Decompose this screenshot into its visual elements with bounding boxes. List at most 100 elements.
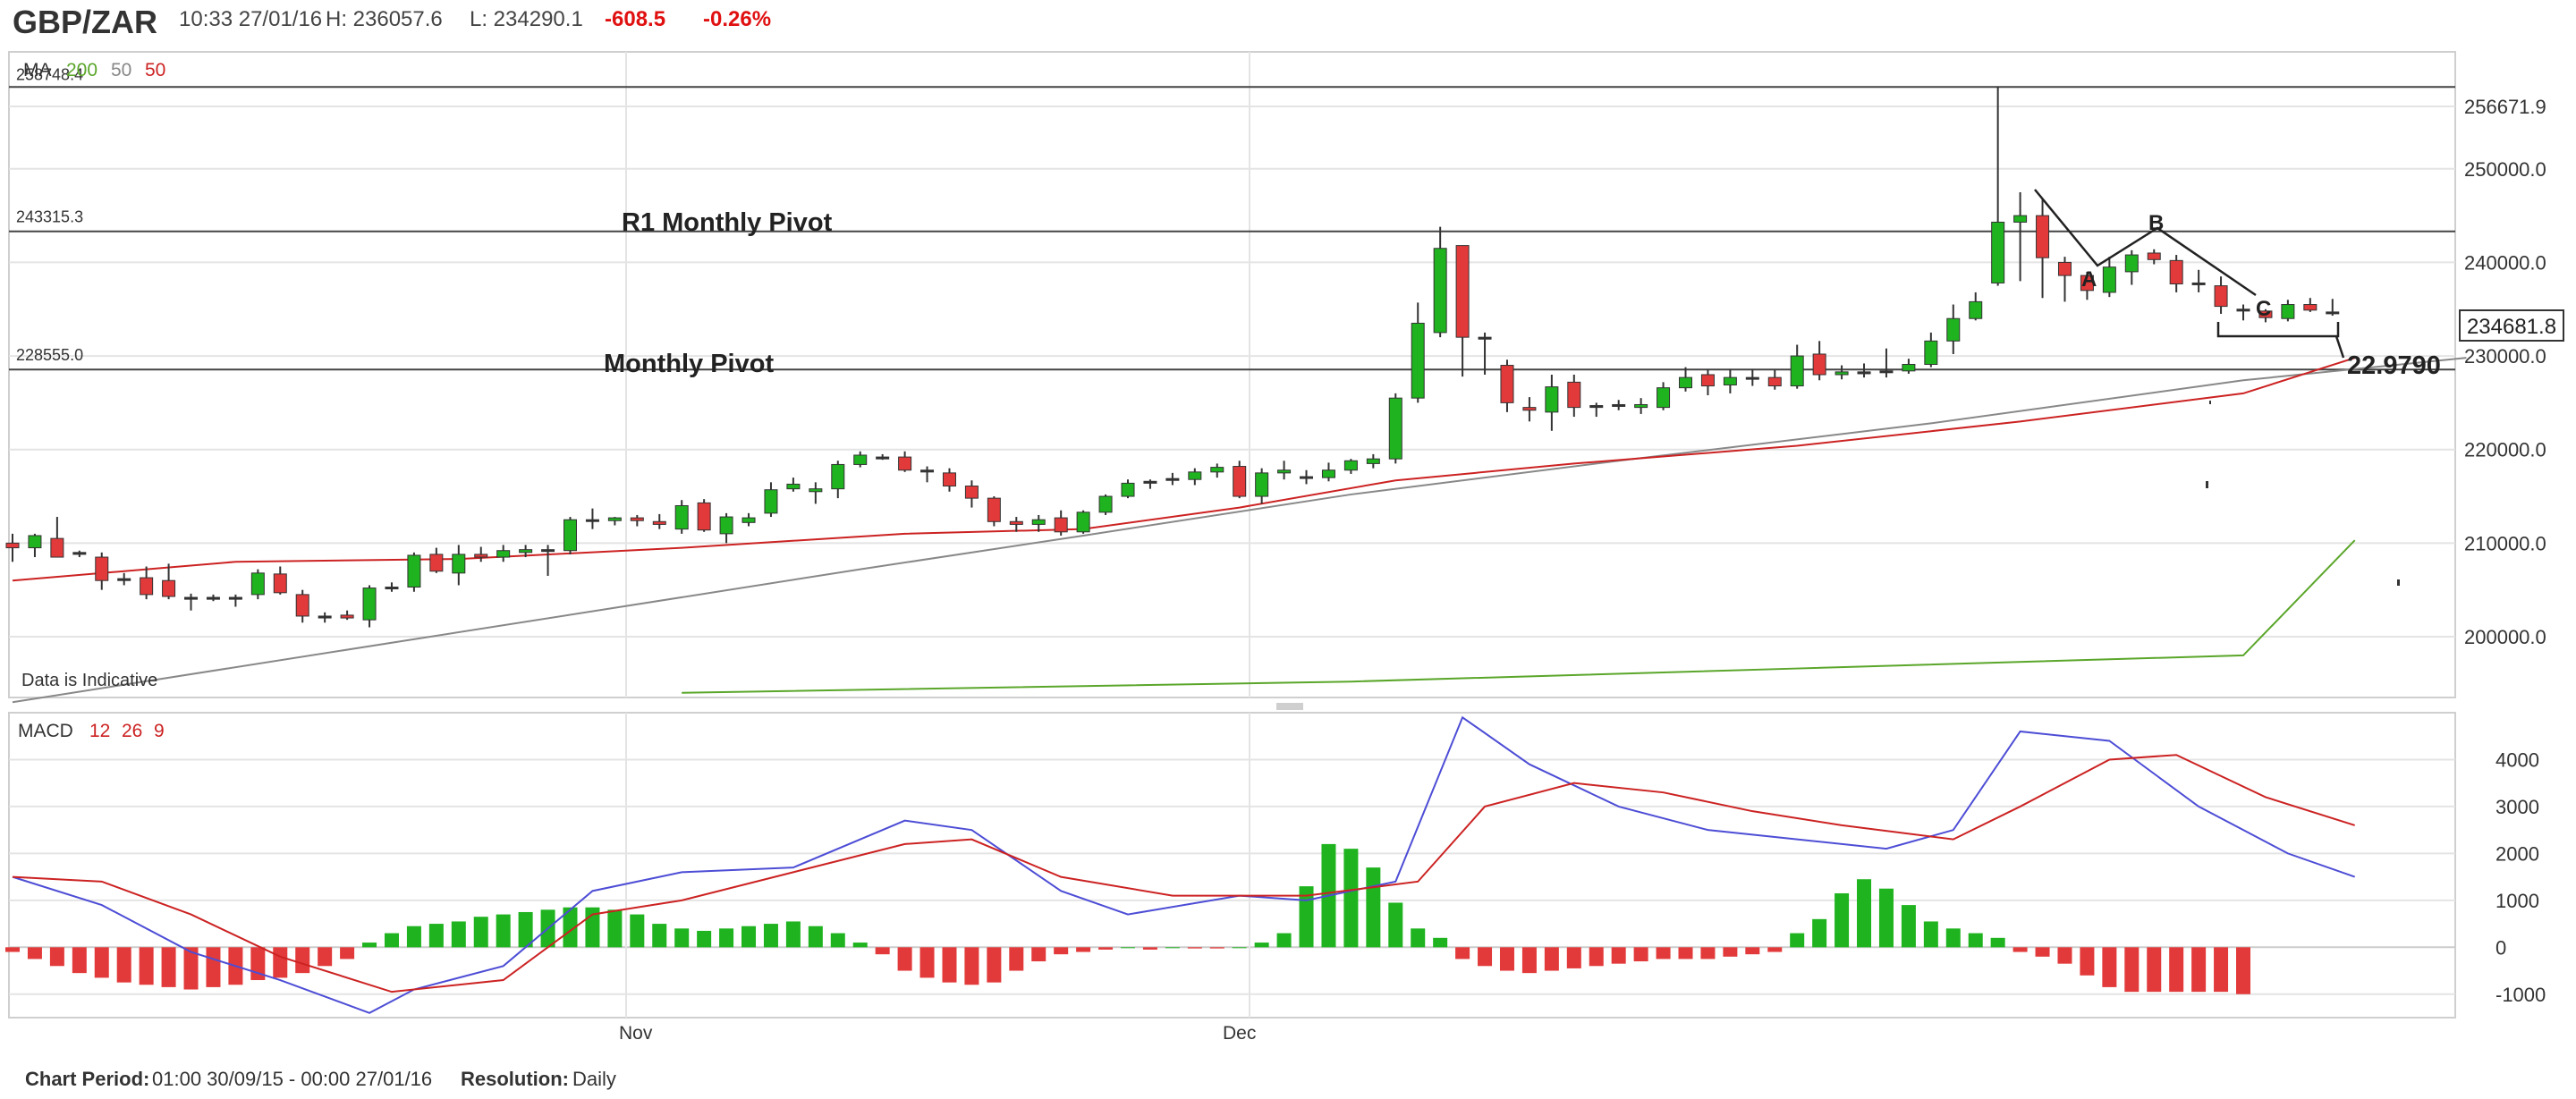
macd-histogram-bar <box>1232 947 1247 949</box>
data-indicative-note: Data is Indicative <box>21 671 157 690</box>
candle-body <box>876 456 890 460</box>
macd-histogram-bar <box>1589 947 1604 967</box>
candle-body <box>340 614 354 619</box>
candle-body <box>1612 403 1626 407</box>
macd-histogram-bar <box>273 947 288 978</box>
macd-histogram-bar <box>318 947 333 967</box>
macd-histogram-bar <box>1121 947 1135 949</box>
price-level-lines: 258748.4 243315.3 228555.0 <box>9 65 2455 371</box>
resolution-label: Resolution: <box>461 1068 569 1090</box>
macd-histogram-bar <box>897 947 912 971</box>
macd-histogram-bar <box>518 911 533 948</box>
macd-histogram-bar <box>630 914 645 948</box>
candle-body <box>206 596 220 600</box>
candle-body <box>1455 245 1470 338</box>
price-y-tick: 256671.9 <box>2464 96 2546 118</box>
macd-histogram-bar <box>875 947 890 955</box>
macd-legend-label: MACD <box>18 721 73 741</box>
macd-histogram-bar <box>1276 933 1292 948</box>
candle-body <box>140 577 154 596</box>
chart-canvas[interactable]: 258748.4 243315.3 228555.0 200000.0 210000.… <box>0 50 2576 1064</box>
candle-body <box>1634 403 1648 409</box>
candle-body <box>1433 248 1447 334</box>
macd-histogram-bar <box>1098 947 1114 950</box>
candle-body <box>564 519 577 552</box>
chart-footer: Chart Period: 01:00 30/09/15 - 00:00 27/… <box>0 1064 2576 1099</box>
candle-body <box>1545 386 1559 413</box>
macd-histogram-bar <box>1366 867 1381 948</box>
price-legend-ma200: 200 <box>66 60 97 80</box>
price-panel[interactable]: 258748.4 243315.3 228555.0 200000.0 210000.… <box>5 51 2564 704</box>
wave-b-label: B <box>2148 211 2164 235</box>
macd-histogram-bar <box>1299 886 1314 948</box>
macd-histogram-bar <box>1678 947 1693 960</box>
period-value: 01:00 30/09/15 - 00:00 27/01/16 <box>152 1068 433 1090</box>
macd-histogram-bar <box>1945 928 1961 948</box>
candle-body <box>2013 215 2028 223</box>
candle-body <box>407 554 421 588</box>
macd-histogram-bar <box>1790 933 1805 948</box>
macd-histogram-bar <box>674 928 690 948</box>
resolution-value: Daily <box>572 1068 616 1090</box>
candle-body <box>1790 355 1804 387</box>
candle-body <box>2191 282 2206 285</box>
candle-body <box>2036 215 2050 258</box>
candle-body <box>452 554 466 574</box>
macd-line <box>12 715 2356 1014</box>
candle-body <box>630 517 644 521</box>
candle-body <box>362 588 377 621</box>
macd-histogram-bar <box>496 914 511 948</box>
macd-histogram-bar <box>652 924 667 948</box>
candle-body <box>50 537 64 558</box>
candle-body <box>429 554 444 572</box>
candle-body <box>2258 310 2273 318</box>
candle-body <box>1478 336 1492 340</box>
macd-y-tick: -1000 <box>2496 984 2546 1006</box>
macd-panel[interactable]: -1000 0 1000 2000 3000 4000 MACD 12 26 9 <box>5 712 2546 1019</box>
macd-histogram-bar <box>741 926 757 948</box>
macd-y-tick: 1000 <box>2496 890 2539 912</box>
macd-histogram-bar <box>206 947 221 987</box>
price-axis-labels: 200000.0 210000.0 220000.0 230000.0 240000.0… <box>2464 96 2546 648</box>
change-value: -608.5 <box>605 7 666 31</box>
candle-body <box>117 578 131 581</box>
signal-line <box>12 754 2356 993</box>
candle-body <box>541 549 555 553</box>
candle-body <box>607 517 622 521</box>
candle-body <box>28 535 42 549</box>
macd-histogram-bar <box>1923 921 1938 948</box>
ma-line-0 <box>682 539 2356 694</box>
macd-legend-fast: 12 <box>89 721 110 741</box>
candle-body <box>786 483 801 490</box>
x-tick-nov: Nov <box>619 1023 653 1044</box>
candle-body <box>1902 363 1916 372</box>
candle-body <box>1143 480 1157 484</box>
macd-histogram-bar <box>1723 947 1738 957</box>
macd-histogram-bar <box>1076 947 1091 952</box>
candle-body <box>2057 261 2072 276</box>
macd-histogram-bar <box>1767 947 1783 952</box>
candle-body <box>1366 458 1380 464</box>
panel-splitter-handle[interactable] <box>1276 703 1303 710</box>
candle-body <box>1657 387 1671 409</box>
candle-body <box>942 472 956 487</box>
price-y-tick: 230000.0 <box>2464 345 2546 368</box>
r1-monthly-pivot-label: R1 Monthly Pivot <box>622 208 833 237</box>
macd-histogram-bar <box>473 917 488 948</box>
macd-histogram-bar <box>1433 937 1448 948</box>
target-pointer <box>2334 335 2345 359</box>
macd-histogram-bar <box>1343 849 1359 948</box>
macd-histogram-bar <box>719 928 734 948</box>
x-tick-dec: Dec <box>1223 1023 1256 1044</box>
macd-histogram-bar <box>697 930 712 948</box>
candle-body <box>2326 311 2340 315</box>
candlesticks <box>5 86 2340 628</box>
candle-body <box>1098 495 1113 513</box>
price-y-tick: 240000.0 <box>2464 251 2546 274</box>
candle-body <box>809 488 823 493</box>
candle-body <box>1969 300 1983 319</box>
macd-y-tick: 2000 <box>2496 842 2539 865</box>
candle-body <box>1589 405 1604 409</box>
candle-body <box>1255 472 1269 497</box>
candle-body <box>1233 466 1247 497</box>
